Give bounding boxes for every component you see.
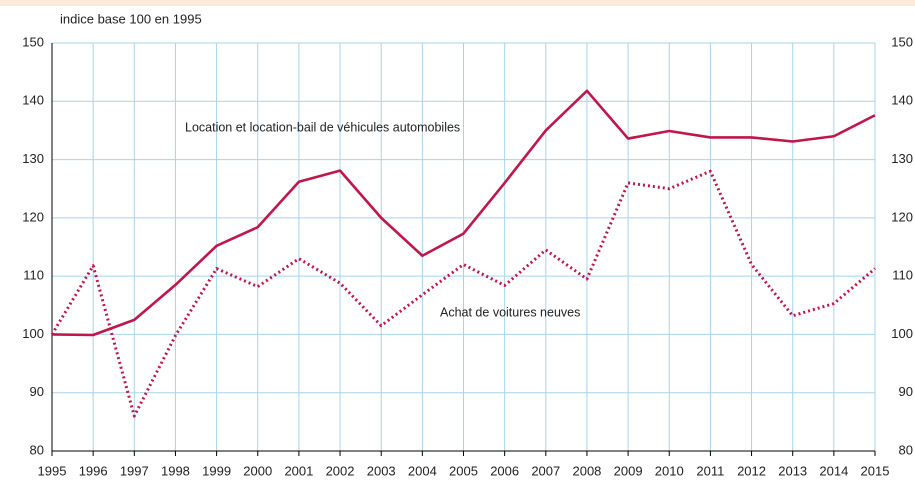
x-tick-label: 2002 — [326, 463, 355, 478]
x-tick-label: 2003 — [367, 463, 396, 478]
x-tick-label: 2005 — [449, 463, 478, 478]
x-tick-label: 2000 — [243, 463, 272, 478]
y-tick-label: 100 — [22, 326, 44, 341]
x-tick-label: 1997 — [120, 463, 149, 478]
x-tick-label: 2006 — [490, 463, 519, 478]
x-tick-label: 2008 — [572, 463, 601, 478]
y2-tick-label: 80 — [899, 442, 913, 457]
x-tick-label: 2001 — [284, 463, 313, 478]
y-tick-label: 90 — [30, 384, 44, 399]
top-band — [0, 0, 915, 6]
y2-tick-label: 120 — [891, 209, 913, 224]
x-tick-label: 2011 — [696, 463, 724, 478]
x-tick-label: 2014 — [819, 463, 848, 478]
y-tick-label: 150 — [22, 34, 44, 49]
x-tick-label: 1996 — [79, 463, 108, 478]
x-tick-label: 1998 — [161, 463, 190, 478]
x-tick-label: 2007 — [531, 463, 560, 478]
lines — [50, 89, 876, 418]
y2-tick-label: 110 — [892, 268, 913, 283]
y-tick-label: 120 — [22, 209, 44, 224]
y2-tick-label: 90 — [899, 384, 913, 399]
y2-tick-label: 150 — [891, 34, 913, 49]
y-tick-label: 80 — [30, 442, 44, 457]
y-axis-label: indice base 100 en 1995 — [60, 11, 202, 26]
x-tick-label: 1999 — [202, 463, 231, 478]
y-tick-label: 110 — [23, 268, 44, 283]
y2-tick-label: 100 — [891, 326, 913, 341]
x-tick-label: 2012 — [737, 463, 766, 478]
x-tick-label: 2013 — [778, 463, 807, 478]
annotation: Achat de voitures neuves — [440, 305, 580, 319]
x-tick-label: 2004 — [408, 463, 437, 478]
y-tick-label: 140 — [22, 93, 44, 108]
y2-tick-label: 140 — [891, 93, 913, 108]
x-tick-label: 2010 — [655, 463, 684, 478]
y-tick-label: 130 — [22, 151, 44, 166]
x-tick-label: 1995 — [38, 463, 67, 478]
y2-tick-label: 130 — [891, 151, 913, 166]
x-tick-label: 2009 — [614, 463, 643, 478]
annotation: Location et location-bail de véhicules a… — [185, 120, 460, 134]
x-tick-label: 2015 — [861, 463, 890, 478]
series-line — [51, 89, 876, 337]
grid — [51, 42, 876, 456]
